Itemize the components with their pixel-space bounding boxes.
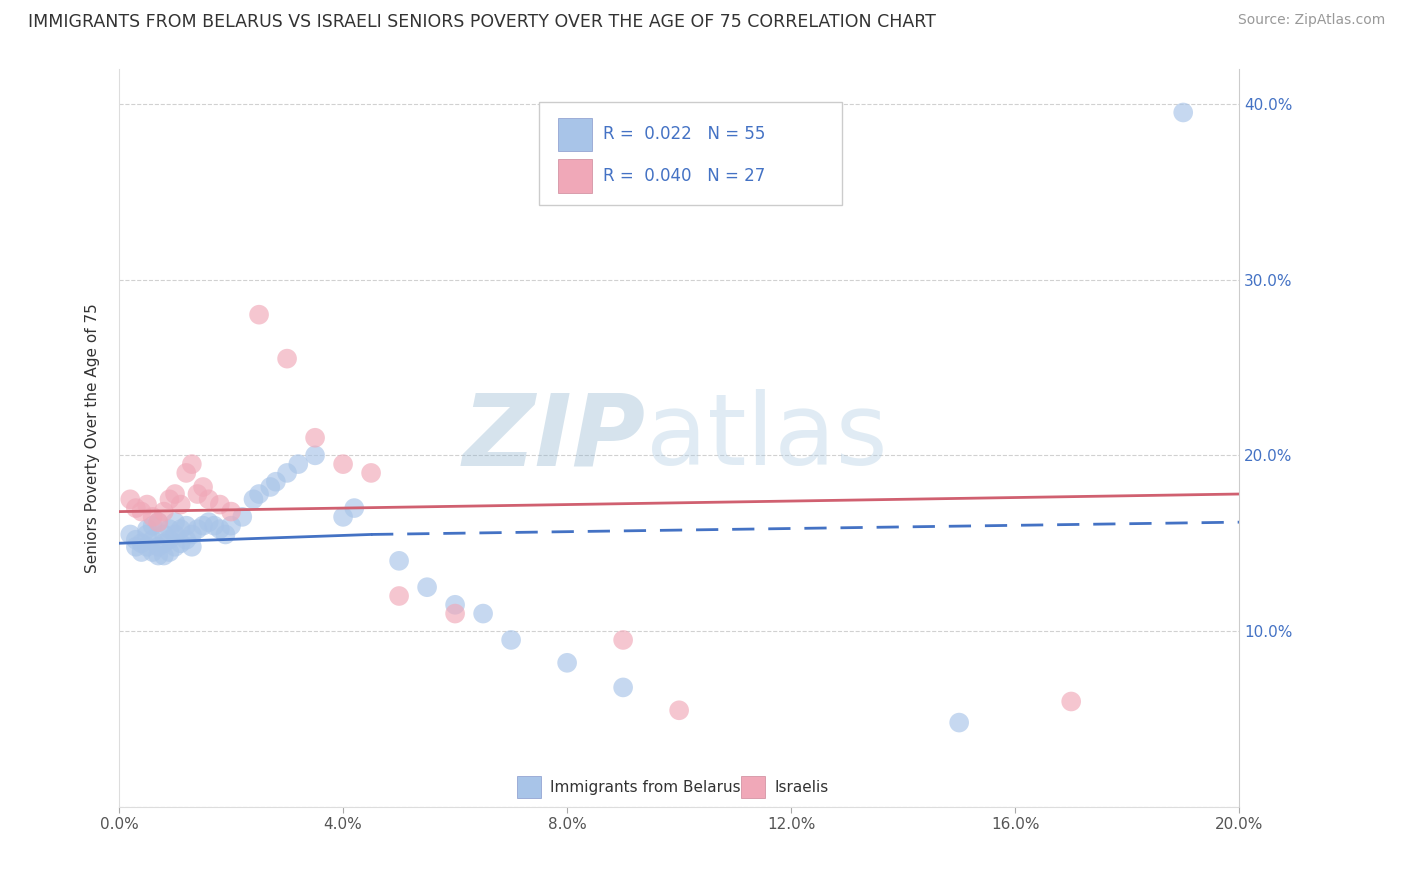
Point (247, 308, 270, 322)
Point (219, 518, 242, 533)
Point (276, 466, 298, 480)
Point (136, 522, 159, 536)
Point (208, 522, 231, 536)
FancyBboxPatch shape (558, 160, 592, 193)
Point (612, 632, 634, 647)
Point (444, 607, 467, 621)
Point (148, 549, 170, 563)
Point (131, 505, 153, 519)
Point (388, 589, 411, 603)
Point (120, 527, 142, 541)
Point (501, 632, 523, 647)
Point (165, 487, 187, 501)
Point (186, 522, 208, 536)
Text: ZIP: ZIP (463, 389, 645, 486)
Point (153, 549, 176, 563)
FancyBboxPatch shape (538, 102, 842, 205)
Point (169, 536, 191, 550)
Point (131, 536, 153, 550)
Text: Source: ZipAtlas.com: Source: ZipAtlas.com (1237, 13, 1385, 28)
Point (197, 515, 219, 529)
Point (416, 580, 439, 594)
Point (186, 487, 208, 501)
Point (174, 533, 197, 547)
Point (219, 505, 242, 519)
Point (125, 501, 148, 516)
Point (444, 598, 467, 612)
Point (125, 540, 148, 554)
Point (1060, 694, 1083, 708)
Point (180, 527, 202, 541)
Point (343, 501, 366, 516)
Point (304, 431, 326, 445)
Point (159, 545, 181, 559)
Point (159, 533, 181, 547)
Point (174, 518, 197, 533)
Point (214, 527, 236, 541)
Point (1173, 105, 1195, 120)
Point (125, 533, 148, 547)
Point (332, 509, 354, 524)
FancyBboxPatch shape (741, 776, 765, 798)
Point (142, 518, 165, 533)
Point (169, 522, 191, 536)
Point (153, 527, 176, 541)
Y-axis label: Seniors Poverty Over the Age of 75: Seniors Poverty Over the Age of 75 (86, 303, 100, 573)
Point (360, 466, 382, 480)
Point (191, 480, 214, 494)
Point (120, 492, 142, 507)
Point (159, 522, 181, 536)
Point (612, 681, 634, 695)
Point (159, 492, 181, 507)
Point (174, 466, 197, 480)
Point (148, 515, 170, 529)
Point (142, 545, 165, 559)
Point (259, 480, 281, 494)
FancyBboxPatch shape (558, 118, 592, 152)
Point (136, 540, 159, 554)
Point (555, 656, 578, 670)
Point (165, 527, 187, 541)
Point (148, 515, 170, 529)
Point (197, 492, 219, 507)
Text: IMMIGRANTS FROM BELARUS VS ISRAELI SENIORS POVERTY OVER THE AGE OF 75 CORRELATIO: IMMIGRANTS FROM BELARUS VS ISRAELI SENIO… (28, 13, 936, 31)
Point (472, 607, 495, 621)
Point (231, 509, 253, 524)
Point (304, 448, 326, 462)
Point (191, 518, 214, 533)
Point (136, 498, 159, 512)
Point (948, 715, 970, 730)
Point (247, 487, 270, 501)
Text: Immigrants from Belarus: Immigrants from Belarus (550, 780, 741, 795)
Point (136, 527, 159, 541)
Point (180, 540, 202, 554)
Point (332, 457, 354, 471)
Text: atlas: atlas (645, 389, 887, 486)
Point (153, 505, 176, 519)
Point (131, 545, 153, 559)
Point (165, 540, 187, 554)
Point (264, 475, 287, 489)
Point (165, 515, 187, 529)
Point (148, 540, 170, 554)
Text: Israelis: Israelis (775, 780, 828, 795)
Point (287, 457, 309, 471)
Point (202, 518, 225, 533)
Point (142, 533, 165, 547)
Point (180, 457, 202, 471)
Point (668, 703, 690, 717)
Text: R =  0.022   N = 55: R = 0.022 N = 55 (603, 125, 765, 144)
Point (276, 351, 298, 366)
Text: R =  0.040   N = 27: R = 0.040 N = 27 (603, 167, 765, 185)
Point (153, 536, 176, 550)
Point (142, 509, 165, 524)
Point (242, 492, 264, 507)
Point (208, 498, 231, 512)
Point (169, 498, 191, 512)
Point (388, 554, 411, 568)
FancyBboxPatch shape (517, 776, 541, 798)
